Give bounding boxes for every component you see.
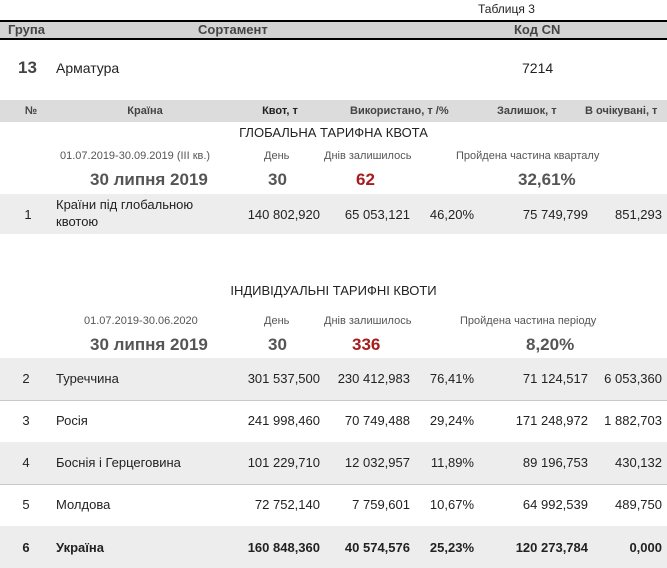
- individual-days-left-label: Днів залишилось: [324, 315, 412, 327]
- row-num: 1: [24, 207, 32, 222]
- col-pending: В очікувані, т: [585, 105, 658, 117]
- row-pending: 0,000: [629, 540, 662, 555]
- col-used: Використано, т /%: [350, 105, 449, 117]
- global-day: 30: [268, 170, 287, 189]
- row-used: 230 412,983: [337, 371, 410, 386]
- row-country-cont: квотою: [56, 214, 99, 229]
- table-label: Таблиця 3: [478, 2, 535, 16]
- row-quota: 140 802,920: [247, 207, 320, 222]
- row-remaining: 75 749,799: [522, 207, 588, 222]
- row-pending: 1 882,703: [604, 413, 662, 428]
- group-header: Група: [8, 22, 45, 37]
- row-pending: 851,293: [615, 207, 662, 222]
- row-used-pct: 76,41%: [429, 371, 474, 386]
- individual-date: 30 липня 2019: [90, 335, 208, 354]
- global-day-label: День: [264, 150, 290, 162]
- row-pending: 430,132: [615, 455, 662, 470]
- row-quota: 101 229,710: [247, 455, 320, 470]
- product-name: Арматура: [56, 60, 120, 76]
- individual-quota-title: ІНДИВІДУАЛЬНІ ТАРИФНІ КВОТИ: [230, 283, 437, 298]
- row-country: Країни під глобальною: [56, 197, 194, 212]
- row-remaining: 171 248,972: [515, 413, 588, 428]
- group-header-bar: [0, 20, 667, 40]
- row-quota: 160 848,360: [247, 540, 320, 555]
- individual-day: 30: [268, 335, 287, 354]
- product-group: 13: [18, 58, 37, 77]
- row-used-pct: 46,20%: [429, 207, 474, 222]
- col-quota: Квот, т: [262, 105, 298, 117]
- global-period: 01.07.2019-30.09.2019 (III кв.): [60, 150, 211, 162]
- row-quota: 241 998,460: [247, 413, 320, 428]
- individual-days-left: 336: [352, 335, 381, 354]
- table-row: [0, 526, 667, 568]
- global-passed: 32,61%: [518, 170, 576, 189]
- table-row: [0, 442, 667, 484]
- table-row: [0, 194, 667, 234]
- row-used: 70 749,488: [344, 413, 410, 428]
- row-quota: 301 537,500: [247, 371, 320, 386]
- individual-day-label: День: [264, 315, 290, 327]
- row-divider: [0, 484, 667, 485]
- individual-passed-label: Пройдена частина періоду: [460, 315, 597, 327]
- global-days-left: 62: [356, 170, 375, 189]
- row-used: 40 574,576: [344, 540, 410, 555]
- row-used-pct: 29,24%: [429, 413, 474, 428]
- global-days-left-label: Днів залишилось: [324, 150, 412, 162]
- assortment-header: Сортамент: [198, 22, 268, 37]
- row-pending: 489,750: [615, 497, 662, 512]
- table-row: [0, 358, 667, 400]
- row-country: Боснія і Герцеговина: [56, 455, 181, 470]
- code-header: Код CN: [514, 22, 561, 37]
- row-num: 5: [22, 497, 30, 512]
- row-num: 6: [22, 540, 30, 555]
- global-quota-title: ГЛОБАЛЬНА ТАРИФНА КВОТА: [239, 125, 428, 140]
- row-num: 2: [22, 371, 30, 386]
- row-num: 3: [22, 413, 30, 428]
- global-passed-label: Пройдена частина кварталу: [456, 150, 600, 162]
- row-used-pct: 10,67%: [429, 497, 474, 512]
- individual-passed: 8,20%: [526, 335, 575, 354]
- row-used-pct: 25,23%: [429, 540, 474, 555]
- row-used: 7 759,601: [352, 497, 410, 512]
- col-num: №: [24, 105, 38, 117]
- row-remaining: 120 273,784: [515, 540, 588, 555]
- row-remaining: 89 196,753: [522, 455, 588, 470]
- row-remaining: 71 124,517: [522, 371, 588, 386]
- product-code: 7214: [522, 60, 554, 76]
- global-date: 30 липня 2019: [90, 170, 208, 189]
- row-num: 4: [22, 455, 30, 470]
- row-divider: [0, 400, 667, 401]
- row-pending: 6 053,360: [604, 371, 662, 386]
- col-country: Країна: [127, 105, 163, 117]
- row-country: Молдова: [56, 497, 111, 512]
- row-used: 65 053,121: [344, 207, 410, 222]
- row-country: Росія: [56, 413, 88, 428]
- row-country: Україна: [56, 540, 105, 555]
- individual-period: 01.07.2019-30.06.2020: [84, 315, 198, 327]
- row-used-pct: 11,89%: [430, 455, 474, 470]
- row-remaining: 64 992,539: [522, 497, 588, 512]
- row-quota: 72 752,140: [254, 497, 320, 512]
- column-header-bar: [0, 100, 667, 122]
- col-remaining: Залишок, т: [497, 105, 557, 117]
- row-country: Туреччина: [56, 371, 119, 386]
- row-used: 12 032,957: [344, 455, 410, 470]
